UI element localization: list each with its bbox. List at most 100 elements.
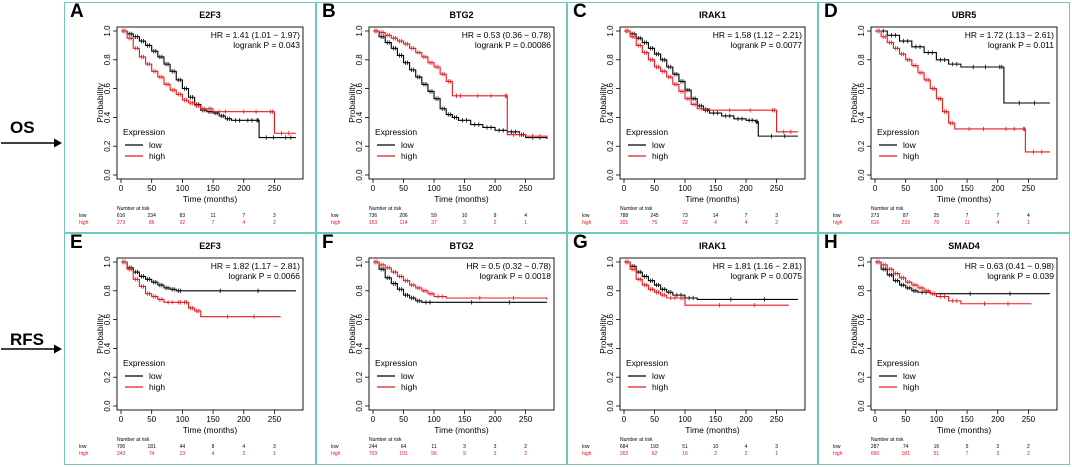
km-curve-high: [373, 261, 548, 300]
risk-count-high: 4: [212, 451, 215, 457]
x-tick-label: 150: [709, 415, 723, 424]
y-tick-label: 0.6: [355, 313, 364, 325]
risk-count-low: 74: [903, 444, 909, 450]
legend-label-high: high: [903, 382, 919, 392]
plot-frame: [619, 257, 806, 411]
legend-title: Expression: [877, 358, 919, 368]
y-tick-label: 0.6: [606, 82, 615, 94]
y-tick-label: 0.4: [103, 111, 112, 123]
risk-count-high: 616: [871, 220, 880, 226]
km-curve-high: [875, 30, 1050, 153]
panel-letter: A: [70, 1, 84, 22]
logrank-annotation: logrank P = 0.00086: [475, 40, 551, 50]
x-tick-label: 250: [268, 184, 282, 193]
risk-count-low: 4: [242, 444, 245, 450]
risk-count-low: 2: [524, 444, 527, 450]
risk-count-low: 87: [903, 213, 909, 219]
plot-frame: [870, 257, 1058, 411]
km-curve-high: [121, 30, 296, 134]
y-tick-label: 1.0: [103, 25, 112, 37]
km-plot: E2F3 0.0 0.2 0.4 0.6 0.8 1.0 0 50 100 150 200 250 Tim…: [79, 241, 304, 457]
x-axis-label: Time (months): [937, 425, 992, 435]
y-axis-label: Probability: [849, 313, 859, 353]
x-tick-label: 200: [991, 415, 1005, 424]
risk-count-high: 2: [1027, 451, 1030, 457]
y-tick-label: 0.4: [606, 111, 615, 123]
risk-count-high: 263: [620, 451, 629, 457]
risk-count-high: 16: [682, 451, 688, 457]
y-tick-label: 0.2: [857, 140, 866, 152]
risk-count-high: 1: [1027, 220, 1030, 226]
x-tick-label: 0: [371, 415, 376, 424]
panel-letter: D: [824, 1, 838, 22]
x-tick-label: 0: [119, 415, 124, 424]
y-tick-label: 0.2: [857, 371, 866, 383]
risk-count-low: 4: [745, 444, 748, 450]
y-axis-label: Probability: [347, 82, 357, 122]
x-axis-label: Time (months): [434, 194, 489, 204]
risk-count-high: 74: [149, 451, 155, 457]
risk-count-low: 736: [369, 213, 378, 219]
risk-count-low: 245: [650, 213, 659, 219]
x-tick-label: 0: [873, 415, 878, 424]
risk-count-high: 86: [149, 220, 155, 226]
risk-count-high: 114: [400, 220, 408, 226]
risk-row-label-low: low: [331, 213, 339, 219]
legend-label-low: low: [903, 140, 917, 150]
y-tick-label: 0.0: [355, 169, 364, 181]
censor-marks-high: [374, 28, 541, 139]
risk-count-low: 64: [401, 444, 407, 450]
chart-title: BTG2: [449, 10, 473, 20]
y-tick-label: 0.0: [355, 400, 364, 412]
y-tick-label: 0.4: [355, 342, 364, 354]
legend-label-high: high: [652, 151, 668, 161]
risk-table-title: Number at risk: [871, 206, 904, 212]
risk-count-high: 2: [242, 451, 245, 457]
legend-title: Expression: [626, 127, 668, 137]
y-tick-label: 0.8: [606, 285, 615, 297]
risk-count-high: 703: [369, 451, 378, 457]
risk-count-low: 706: [117, 444, 126, 450]
y-tick-label: 1.0: [606, 25, 615, 37]
legend-label-low: low: [401, 140, 415, 150]
x-tick-label: 100: [176, 184, 190, 193]
risk-row-label-low: low: [582, 213, 590, 219]
y-tick-label: 0.0: [606, 400, 615, 412]
risk-table-title: Number at risk: [620, 437, 653, 443]
risk-count-high: 32: [180, 220, 186, 226]
y-tick-label: 0.0: [606, 169, 615, 181]
risk-count-low: 3: [775, 213, 778, 219]
y-tick-label: 0.4: [355, 111, 364, 123]
y-tick-label: 0.4: [857, 111, 866, 123]
hr-annotation: HR = 1.81 (1.16 − 2.81): [713, 261, 802, 271]
y-tick-label: 0.2: [355, 371, 364, 383]
hr-annotation: HR = 0.53 (0.36 − 0.78): [462, 30, 551, 40]
censor-marks-high: [625, 259, 755, 308]
km-panel-c: C IRAK1 0.0 0.2 0.4 0.6 0.8 1.0 0 50 100 150 200 250 T…: [567, 1, 818, 233]
risk-count-high: 22: [682, 220, 688, 226]
risk-count-high: 301: [620, 220, 629, 226]
risk-row-label-low: low: [833, 444, 841, 450]
risk-count-low: 25: [934, 213, 940, 219]
y-tick-label: 0.4: [103, 342, 112, 354]
risk-count-low: 684: [620, 444, 629, 450]
risk-count-low: 3: [273, 213, 276, 219]
risk-count-high: 181: [902, 451, 911, 457]
x-tick-label: 50: [901, 415, 910, 424]
y-tick-label: 0.8: [857, 54, 866, 66]
x-tick-label: 250: [1022, 184, 1036, 193]
risk-count-low: 7: [242, 213, 245, 219]
panel-letter: F: [322, 232, 334, 253]
km-curve-low: [875, 261, 1050, 295]
risk-row-label-high: high: [79, 220, 89, 226]
arrow-right-icon: [1, 344, 62, 354]
legend-label-high: high: [401, 151, 417, 161]
row-label-rfs: RFS: [10, 330, 44, 349]
panel-letter: B: [322, 1, 336, 22]
x-tick-label: 50: [399, 184, 408, 193]
x-tick-label: 50: [147, 184, 156, 193]
risk-row-label-high: high: [582, 451, 592, 457]
censor-marks-high: [122, 259, 255, 319]
risk-count-high: 9: [463, 451, 466, 457]
